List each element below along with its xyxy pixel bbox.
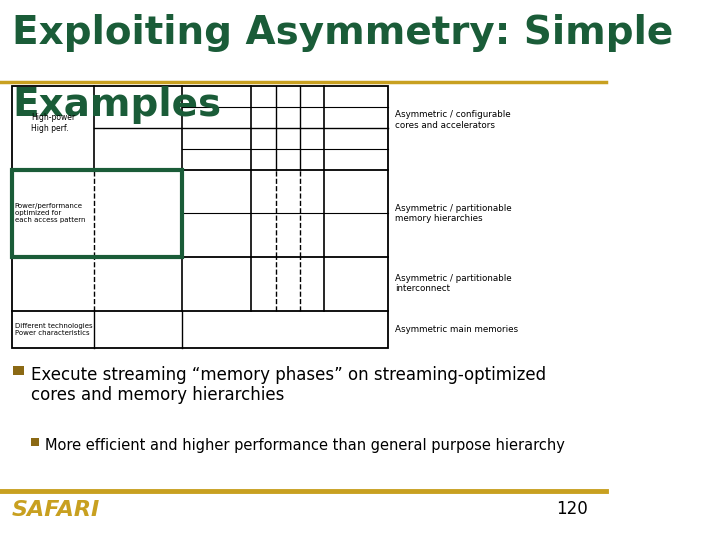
Text: High-power
High perf.: High-power High perf.	[31, 113, 75, 132]
Text: Asymmetric / partitionable
memory hierarchies: Asymmetric / partitionable memory hierar…	[395, 204, 512, 223]
Text: Asymmetric / partitionable
interconnect: Asymmetric / partitionable interconnect	[395, 274, 512, 293]
Text: Different technologies
Power characteristics: Different technologies Power characteris…	[14, 323, 92, 336]
Text: More efficient and higher performance than general purpose hierarchy: More efficient and higher performance th…	[45, 438, 565, 454]
Text: SAFARI: SAFARI	[12, 500, 100, 519]
Polygon shape	[14, 366, 24, 375]
Text: Asymmetric main memories: Asymmetric main memories	[395, 325, 518, 334]
Text: Asymmetric / configurable
cores and accelerators: Asymmetric / configurable cores and acce…	[395, 111, 511, 130]
Polygon shape	[32, 438, 40, 445]
Text: Examples: Examples	[12, 86, 221, 124]
Text: Power/performance
optimized for
each access pattern: Power/performance optimized for each acc…	[14, 203, 85, 224]
Text: 120: 120	[556, 500, 588, 517]
Text: Execute streaming “memory phases” on streaming-optimized
cores and memory hierar: Execute streaming “memory phases” on str…	[32, 366, 546, 404]
Text: Exploiting Asymmetry: Simple: Exploiting Asymmetry: Simple	[12, 14, 673, 51]
